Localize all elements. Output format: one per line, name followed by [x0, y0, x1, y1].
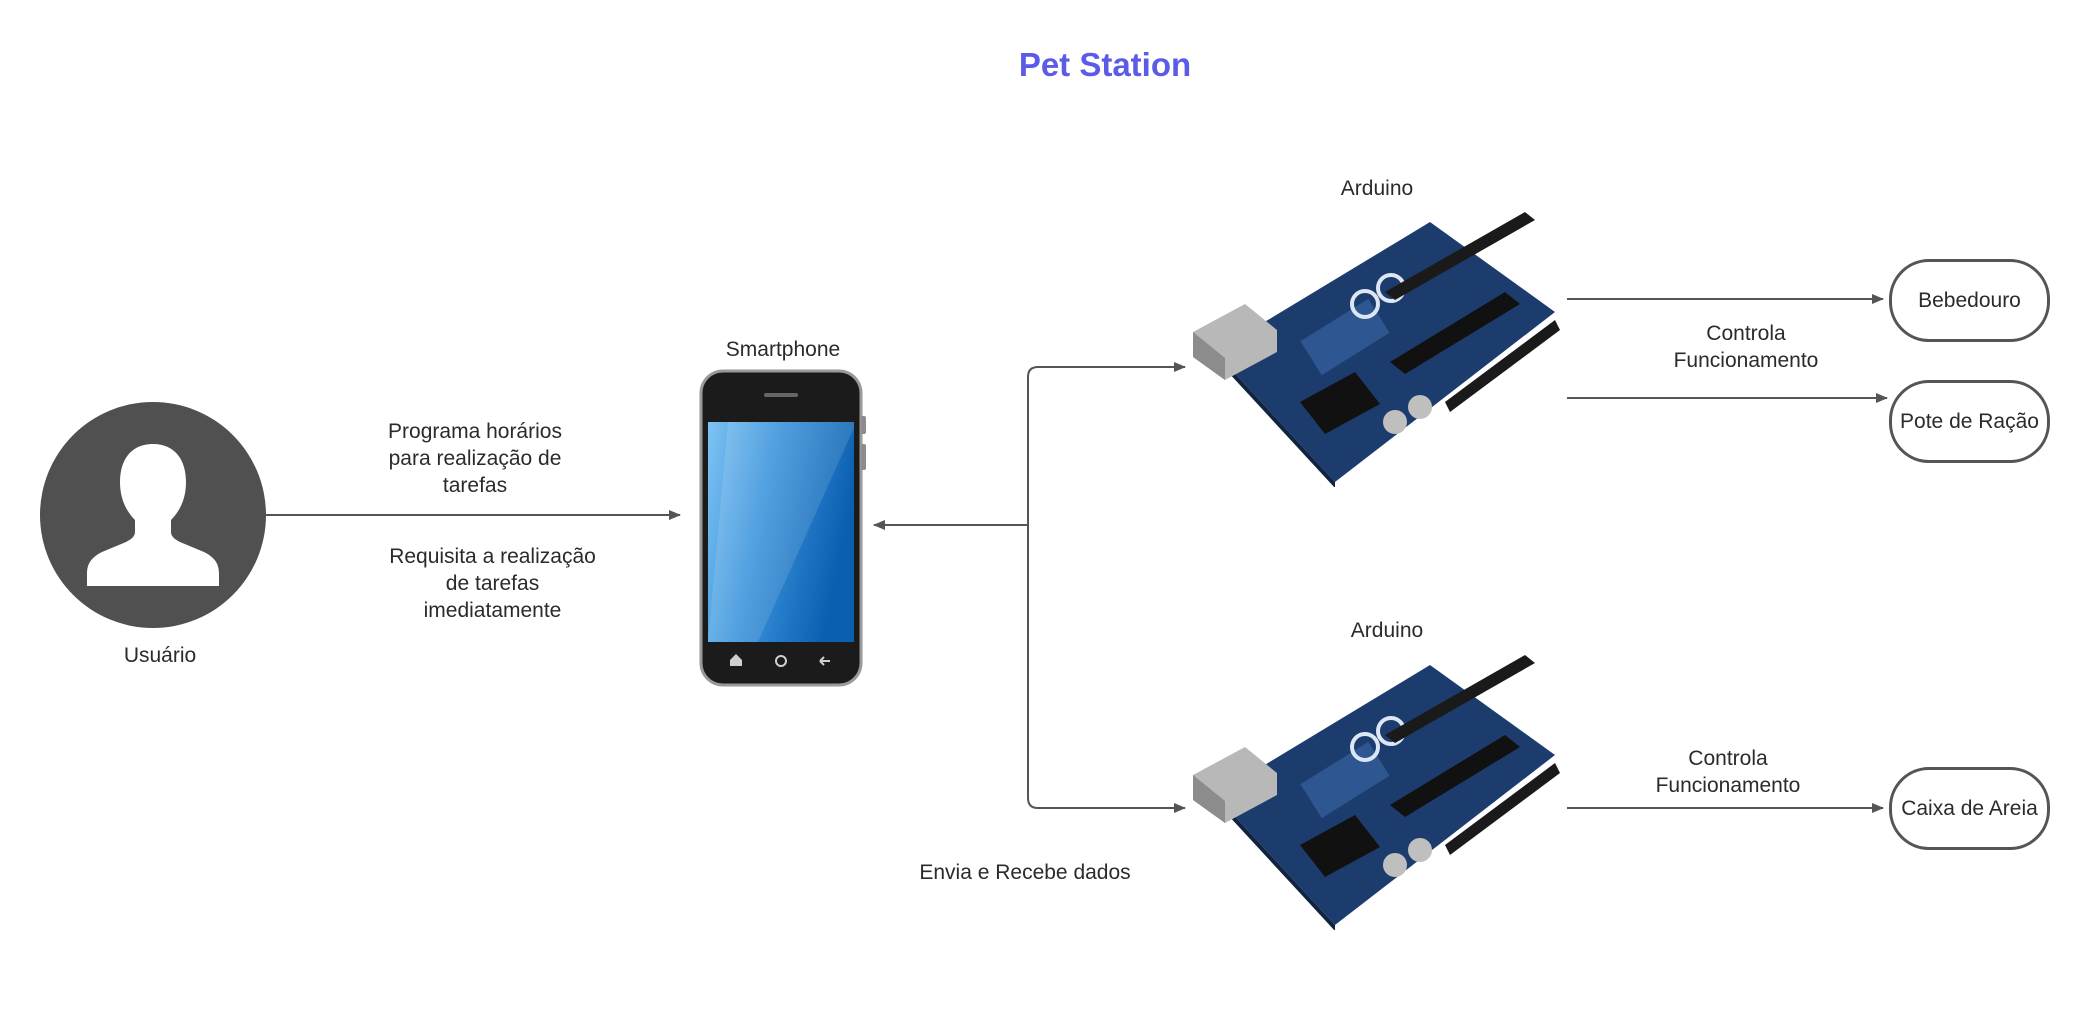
edge-label-line: tarefas	[442, 474, 508, 497]
edge-label-line: Funcionamento	[1673, 349, 1819, 372]
user-label: Usuário	[123, 644, 197, 667]
edge-label-line: Requisita a realização	[389, 545, 596, 568]
edge-label-controls-bottom: Controla Funcionamento	[1628, 745, 1828, 799]
edge-label-line: de tarefas	[445, 572, 540, 595]
edge-label-line: imediatamente	[423, 599, 562, 622]
arduino-top-label: Arduino	[1340, 177, 1414, 200]
edge-label-controls-top: Controla Funcionamento	[1646, 320, 1846, 374]
edge-label-schedule: Programa horários para realização de tar…	[360, 418, 590, 499]
node-caixa-areia: Caixa de Areia	[1889, 767, 2050, 850]
arduino-bottom-label: Arduino	[1350, 619, 1424, 642]
smartphone-label: Smartphone	[725, 338, 841, 361]
diagram-title: Pet Station	[1018, 46, 1192, 83]
smartphone-icon	[699, 369, 866, 687]
edge-label-request: Requisita a realização de tarefas imedia…	[370, 543, 615, 624]
edge-label-line: Controla	[1706, 322, 1786, 345]
edge-trunk-to-arduino-bottom	[1027, 525, 1186, 813]
edge-label-line: para realização de	[388, 447, 562, 470]
edge-label-line: Programa horários	[388, 420, 562, 443]
arduino-board-icon	[1193, 212, 1560, 487]
arduino-board-icon	[1193, 655, 1560, 930]
node-bebedouro: Bebedouro	[1889, 259, 2050, 342]
edge-trunk-to-arduino-top	[1027, 362, 1186, 525]
person-icon	[40, 402, 266, 628]
node-pote-racao: Pote de Ração	[1889, 380, 2050, 463]
edge-label-line: Controla	[1688, 747, 1768, 770]
edge-label-data: Envia e Recebe dados	[919, 861, 1131, 884]
edge-label-line: Funcionamento	[1655, 774, 1801, 797]
